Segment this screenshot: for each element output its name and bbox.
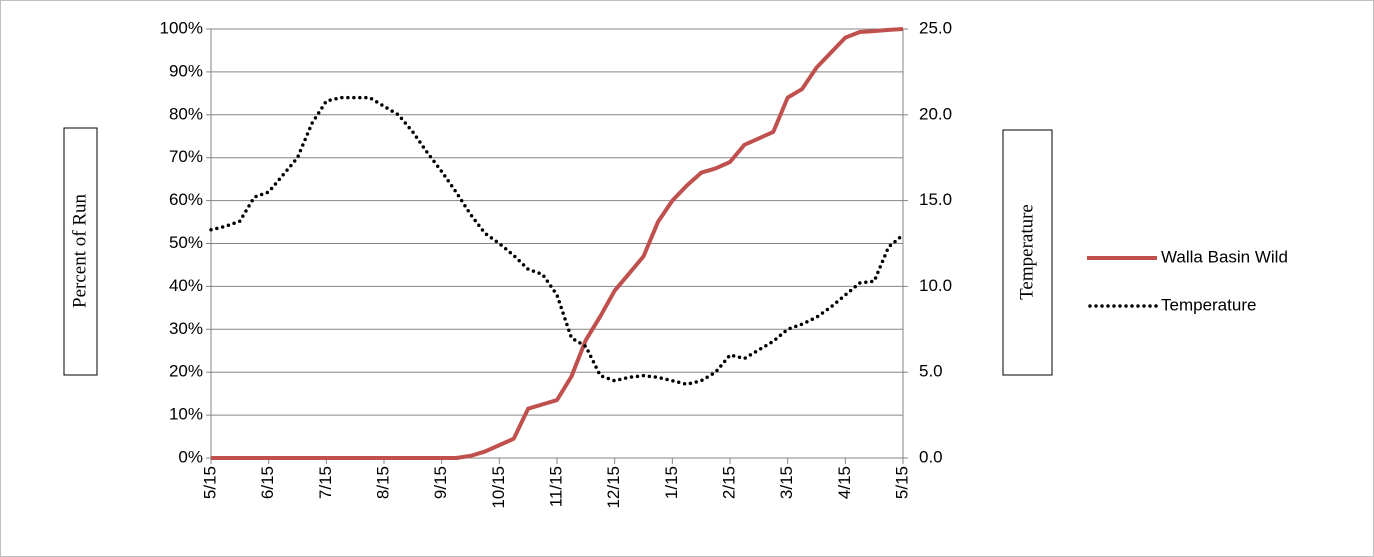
y-tick-label: 50% — [169, 233, 203, 252]
y-tick-label: 100% — [160, 18, 203, 37]
x-tick-label: 7/15 — [316, 466, 335, 499]
y-tick-label: 40% — [169, 276, 203, 295]
y2-axis-title: Temperature — [1016, 204, 1037, 300]
x-tick-label: 11/15 — [546, 466, 565, 507]
x-tick-label: 3/15 — [777, 466, 796, 499]
y-tick-label: 60% — [169, 190, 203, 209]
y-tick-label: 10% — [169, 405, 203, 424]
y-tick-label: 30% — [169, 319, 203, 338]
x-tick-label: 9/15 — [431, 466, 450, 499]
x-tick-label: 8/15 — [373, 466, 392, 499]
x-tick-label: 6/15 — [258, 466, 277, 499]
series-line — [211, 27, 904, 460]
y2-label-box — [1002, 129, 1053, 376]
y2-tick-label: 20.0 — [919, 104, 952, 123]
x-tick-label: 5/15 — [892, 466, 911, 499]
y-label-box — [63, 127, 98, 376]
legend-label: Walla Basin Wild — [1161, 247, 1288, 266]
x-tick-label: 5/15 — [200, 466, 219, 499]
y-tick-label: 20% — [169, 362, 203, 381]
series-line — [209, 95, 905, 386]
y-tick-label: 80% — [169, 104, 203, 123]
x-tick-label: 2/15 — [719, 466, 738, 499]
y2-tick-label: 25.0 — [919, 18, 952, 37]
y2-tick-label: 5.0 — [919, 362, 943, 381]
y-tick-label: 70% — [169, 147, 203, 166]
y-tick-label: 90% — [169, 61, 203, 80]
y-tick-label: 0% — [178, 447, 203, 466]
y2-tick-label: 0.0 — [919, 447, 943, 466]
y2-tick-label: 15.0 — [919, 190, 952, 209]
y2-tick-label: 10.0 — [919, 276, 952, 295]
x-tick-label: 1/15 — [662, 466, 681, 499]
legend-label: Temperature — [1161, 295, 1256, 314]
x-tick-label: 12/15 — [604, 466, 623, 509]
y-axis-title: Percent of Run — [69, 194, 90, 308]
x-tick-label: 4/15 — [835, 466, 854, 499]
x-tick-label: 10/15 — [489, 466, 508, 509]
